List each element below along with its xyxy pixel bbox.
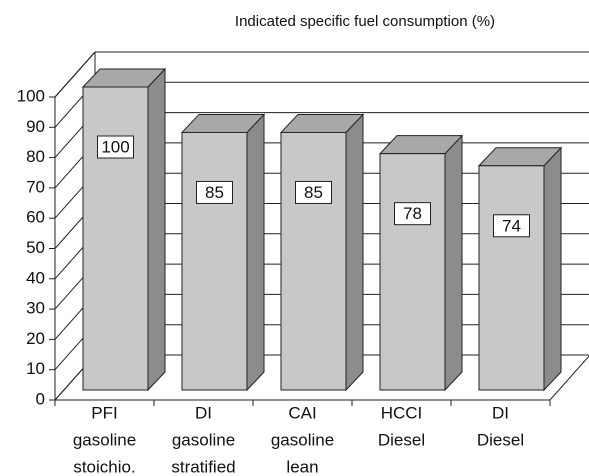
y-tick-label: 0 [36, 389, 45, 408]
bar [379, 153, 446, 391]
value-label: 78 [403, 204, 422, 223]
y-tick-label: 60 [26, 208, 45, 227]
y-tick-label: 90 [26, 117, 45, 136]
x-tick-label: stoichio. [73, 457, 135, 476]
bar-side [246, 113, 265, 392]
y-tick-label: 30 [26, 299, 45, 318]
value-label: 85 [205, 183, 224, 202]
y-tick-label: 80 [26, 147, 45, 166]
bar [280, 131, 347, 391]
bar-side [147, 67, 166, 392]
value-label: 85 [304, 183, 323, 202]
value-label-box [493, 214, 530, 238]
value-label-box [196, 180, 233, 204]
y-tick-label: 70 [26, 177, 45, 196]
x-tick-label: lean [286, 457, 318, 476]
value-label: 74 [502, 216, 521, 235]
x-tick-label: gasoline [73, 430, 136, 449]
x-tick-label: DI [492, 403, 509, 422]
y-tick-label: 10 [26, 359, 45, 378]
bar-side [444, 134, 463, 392]
x-tick-label: PFI [91, 403, 117, 422]
x-tick-label: gasoline [271, 430, 334, 449]
value-label: 100 [101, 137, 129, 156]
x-tick-label: Diesel [378, 430, 425, 449]
bar [181, 131, 248, 391]
x-tick-label: DI [195, 403, 212, 422]
x-tick-label: stratified [171, 457, 235, 476]
grid-line [54, 51, 589, 98]
y-tick-label: 100 [17, 86, 45, 105]
x-tick-label: Diesel [477, 430, 524, 449]
x-tick-label: gasoline [172, 430, 235, 449]
y-tick-label: 20 [26, 329, 45, 348]
y-tick-label: 40 [26, 268, 45, 287]
y-tick-label: 50 [26, 238, 45, 257]
bar [82, 86, 149, 391]
x-tick-label: HCCI [381, 403, 423, 422]
value-label-box [394, 202, 431, 226]
value-label-box [295, 180, 332, 204]
bar-side [345, 113, 364, 392]
value-label-box [97, 135, 134, 159]
bar [478, 165, 545, 391]
chart-title: Indicated specific fuel consumption (%) [235, 13, 495, 30]
bar-side [543, 146, 562, 392]
x-tick-label: CAI [288, 403, 316, 422]
